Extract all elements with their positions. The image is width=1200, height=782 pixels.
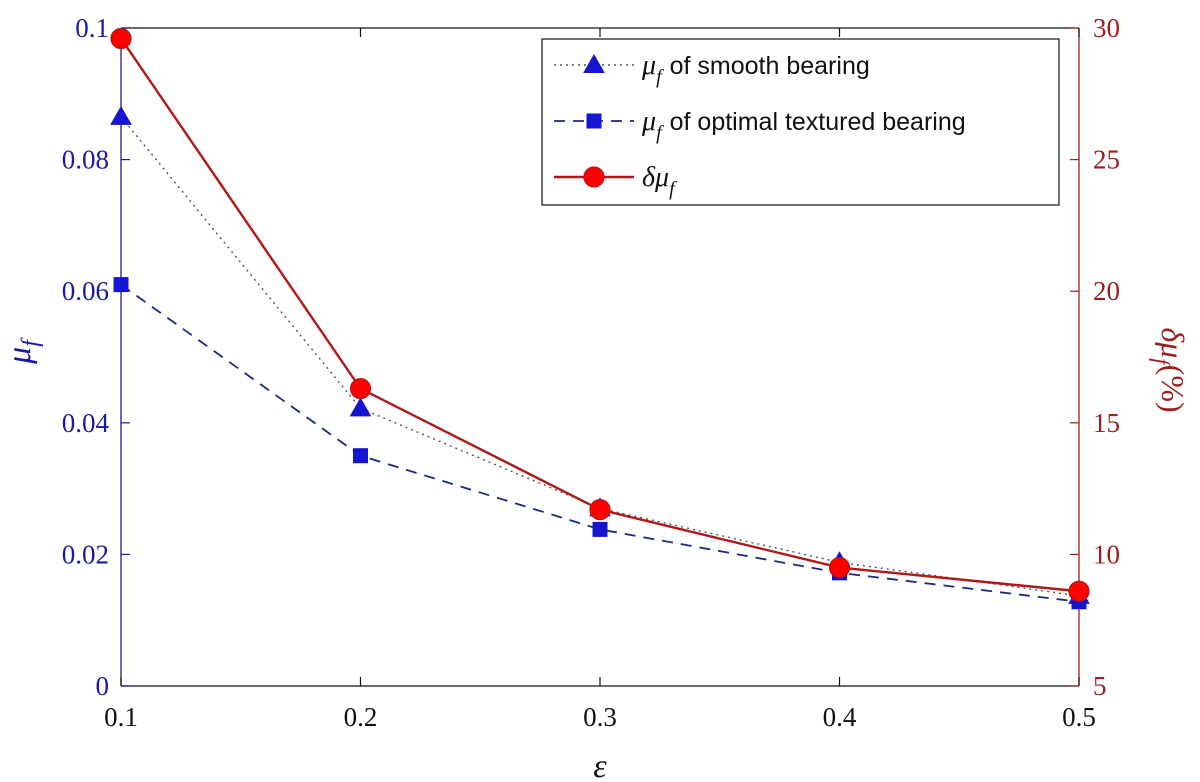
right-y-tick-label: 25 (1093, 145, 1120, 175)
left-y-axis-label-sub: f (18, 337, 44, 347)
legend-label-sub: f (669, 178, 677, 200)
right-y-tick-label: 15 (1093, 408, 1120, 438)
data-point-circle (589, 499, 611, 521)
right-y-tick-label: 30 (1093, 13, 1120, 43)
legend-label-symbol: μ (641, 106, 656, 137)
right-y-axis-label: δμf(%) (1149, 327, 1191, 412)
x-tick-label: 0.4 (823, 702, 857, 732)
data-point-square (353, 448, 368, 464)
legend-label-symbol: δμ (642, 162, 669, 193)
left-y-tick-label: 0.06 (62, 276, 109, 306)
data-point-triangle (349, 397, 372, 417)
right-y-tick-label: 10 (1093, 539, 1120, 569)
left-y-tick-label: 0.08 (62, 145, 109, 175)
legend-label: μf of optimal textured bearing (641, 106, 966, 144)
series-layer (110, 27, 1090, 610)
data-point-circle (110, 27, 132, 50)
data-point-circle (828, 556, 851, 579)
data-point-triangle (110, 105, 132, 125)
left-y-axis-label: μf (1, 337, 44, 365)
legend-label: δμf (642, 162, 677, 200)
legend-label-text: of optimal textured bearing (670, 108, 966, 136)
right-y-tick-label: 5 (1093, 671, 1107, 701)
data-point-square (113, 277, 129, 293)
left-y-axis-label-main: μ (1, 347, 38, 365)
x-tick-label: 0.5 (1062, 702, 1096, 732)
legend-label: μf of smooth bearing (641, 50, 870, 88)
left-y-tick-label: 0 (96, 671, 110, 701)
right-y-tick-label: 20 (1093, 276, 1120, 306)
legend-label-symbol: μ (641, 50, 656, 81)
right-y-axis-label-sub: f (1149, 358, 1174, 368)
legend-label-sub: f (656, 66, 664, 88)
legend-label-text: of smooth bearing (670, 52, 870, 80)
data-point-square (592, 521, 608, 537)
right-y-axis-label-suffix: (%) (1155, 365, 1191, 413)
x-tick-label: 0.2 (344, 702, 378, 732)
legend-marker-square (586, 113, 602, 129)
left-y-tick-label: 0.1 (75, 13, 109, 43)
left-y-tick-label: 0.04 (62, 408, 110, 438)
legend-marker-circle (583, 166, 605, 188)
legend-label-sub: f (656, 122, 664, 144)
series-line-square (120, 283, 1080, 603)
right-y-axis-label-main: δμ (1155, 327, 1191, 358)
data-point-circle (1068, 580, 1090, 602)
data-point-circle (349, 377, 372, 400)
x-axis-label: ε (593, 748, 607, 782)
left-y-tick-label: 0.02 (62, 539, 109, 569)
x-tick-label: 0.1 (104, 702, 138, 732)
labels-layer: ε μf δμf(%) (1, 327, 1191, 782)
axes: 0.1 0.2 0.3 0.4 0.5 0 0.02 0.04 0.06 0.08 0.1 5 10 15… (62, 13, 1120, 732)
x-tick-label: 0.3 (583, 702, 617, 732)
legend-marker-triangle (583, 53, 605, 73)
